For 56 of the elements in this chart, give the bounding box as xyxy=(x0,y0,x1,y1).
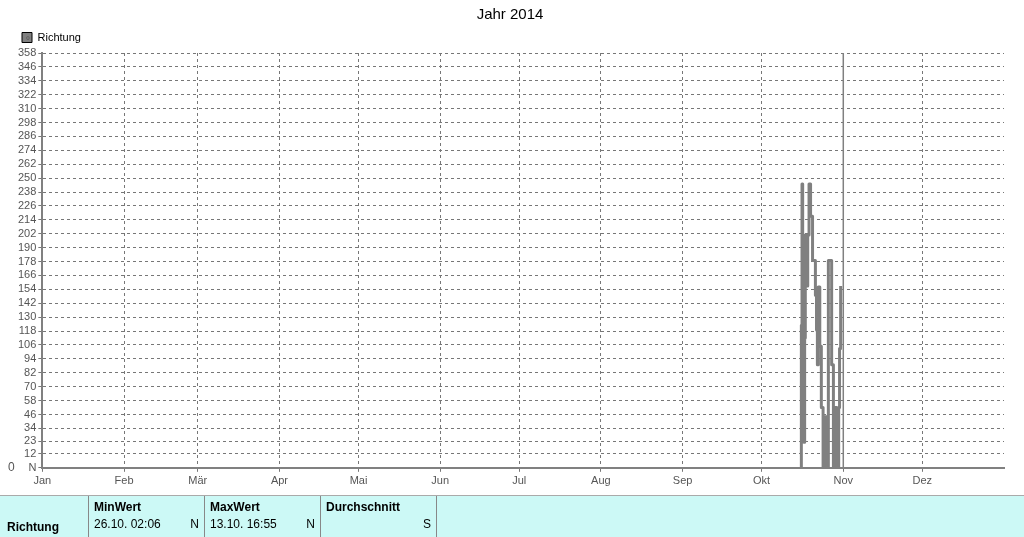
y-tick-label: 82 xyxy=(24,365,37,378)
x-tick-label: Feb xyxy=(114,474,134,487)
y-tick-label: 70 xyxy=(24,379,37,392)
x-tick-label: Apr xyxy=(270,474,289,487)
text: Durchschnitt xyxy=(326,500,401,514)
y-tick-label: 214 xyxy=(17,212,37,225)
y-tick-label: 142 xyxy=(17,296,37,309)
x-tick-label: Mai xyxy=(349,474,368,487)
y-tick-label: 250 xyxy=(17,171,37,184)
y-tick-label: 226 xyxy=(17,198,37,211)
x-tick-label: Okt xyxy=(753,474,771,487)
y-tick-label: 12 xyxy=(24,446,37,459)
y-tick-label: 106 xyxy=(17,338,37,351)
y-tick-label: 238 xyxy=(17,185,37,198)
y-tick-label: 23 xyxy=(24,434,37,447)
x-tick-label: Jul xyxy=(512,474,527,487)
y-axis-title: ° xyxy=(25,34,31,47)
y-tick-label: 166 xyxy=(17,268,37,281)
y-tick-label: 190 xyxy=(17,240,37,253)
text: N xyxy=(306,517,315,531)
y-tick-label: 274 xyxy=(17,143,37,156)
y-tick-label: 154 xyxy=(17,282,37,295)
text: 26.10. 02:06 xyxy=(94,517,161,531)
x-tick-label: Aug xyxy=(591,474,611,487)
x-tick-label: Mär xyxy=(188,474,208,487)
y-tick-label: 334 xyxy=(17,73,37,86)
y-tick-label: 202 xyxy=(17,226,37,239)
y-tick-label: 286 xyxy=(17,129,37,142)
y-tick-label: 298 xyxy=(17,115,37,128)
text: Richtung xyxy=(6,519,60,536)
legend-label: Richtung xyxy=(37,30,81,43)
text: N xyxy=(190,517,199,531)
chart-title: Jahr 2014 xyxy=(476,5,544,23)
y-tick-label: 34 xyxy=(24,421,37,434)
x-tick-label: Dez xyxy=(912,474,933,487)
text: 0 xyxy=(8,460,15,475)
text: S xyxy=(422,517,431,531)
y-tick-label: 130 xyxy=(17,310,37,323)
y-tick-label: 262 xyxy=(17,157,37,170)
y-tick-label: 358 xyxy=(17,46,37,59)
text: MaxWert xyxy=(210,500,261,514)
y-tick-label: 118 xyxy=(18,324,37,337)
x-tick-label: Sep xyxy=(672,474,693,487)
x-tick-label: Jan xyxy=(33,474,52,487)
y-tick-label: 178 xyxy=(17,254,37,267)
x-tick-label: Jun xyxy=(431,474,450,487)
x-tick-label: Nov xyxy=(833,474,854,487)
y-tick-label: 46 xyxy=(24,407,37,420)
y-tick-label: 310 xyxy=(17,101,37,114)
y-tick-label: N xyxy=(28,460,37,473)
y-tick-label: 346 xyxy=(17,59,37,72)
y-tick-label: 94 xyxy=(24,351,37,364)
text: MinWert xyxy=(94,500,143,514)
text: 13.10. 16:55 xyxy=(210,517,277,531)
y-tick-label: 322 xyxy=(17,87,37,100)
y-tick-label: 58 xyxy=(24,393,37,406)
